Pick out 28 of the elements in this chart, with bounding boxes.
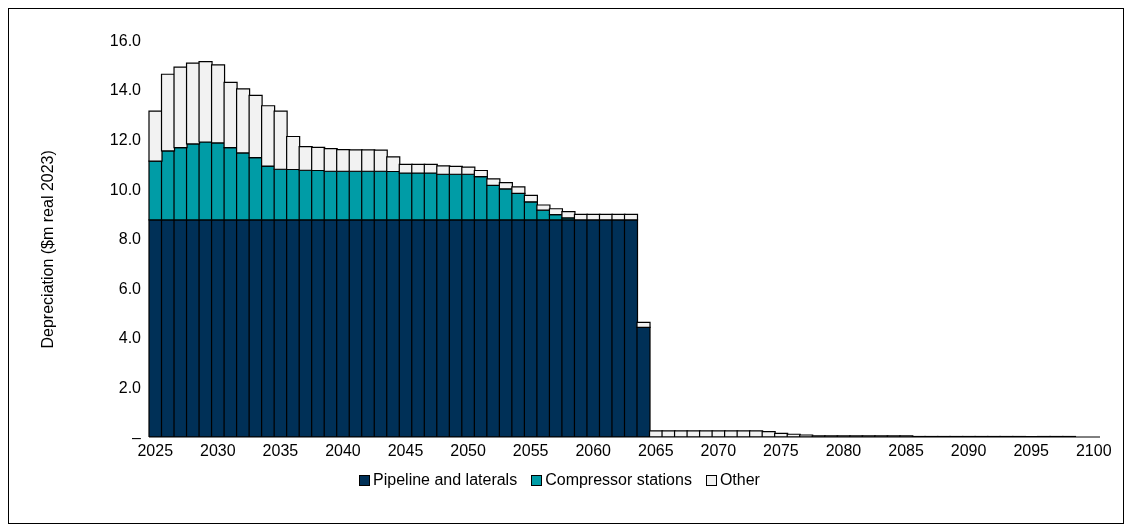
x-tick-label: 2040 — [325, 442, 361, 460]
x-tick-label: 2065 — [637, 442, 674, 460]
y-tick-label: 8.0 — [118, 230, 142, 248]
x-tick-label: 2100 — [1075, 442, 1112, 460]
y-axis-title: Depreciation ($m real 2023) — [38, 150, 56, 349]
y-tick-label: 2.0 — [118, 379, 142, 397]
x-tick-label: 2030 — [200, 442, 236, 460]
x-tick-label: 2060 — [575, 442, 612, 460]
x-tick-label: 2050 — [450, 442, 486, 460]
y-tick-label: 4.0 — [118, 329, 142, 347]
y-tick-label: 16.0 — [109, 31, 142, 49]
x-tick-label: 2085 — [888, 442, 924, 460]
y-tick-label: 10.0 — [109, 180, 142, 198]
x-tick-label: 2075 — [763, 442, 799, 460]
x-tick-label: 2095 — [1013, 442, 1050, 460]
y-tick-label: 14.0 — [109, 81, 142, 99]
x-tick-label: 2025 — [137, 442, 174, 460]
y-tick-label: 12.0 — [109, 130, 142, 148]
x-tick-label: 2070 — [700, 442, 737, 460]
x-tick-label: 2055 — [512, 442, 549, 460]
x-tick-label: 2035 — [262, 442, 299, 460]
legend-label: Pipeline and laterals — [373, 471, 518, 489]
x-tick-label: 2045 — [387, 442, 424, 460]
y-tick-label: 6.0 — [118, 279, 142, 297]
legend-label: Compressor stations — [545, 471, 692, 489]
x-tick-label: 2080 — [825, 442, 862, 460]
legend-label: Other — [719, 471, 760, 489]
x-tick-label: 2090 — [950, 442, 987, 460]
